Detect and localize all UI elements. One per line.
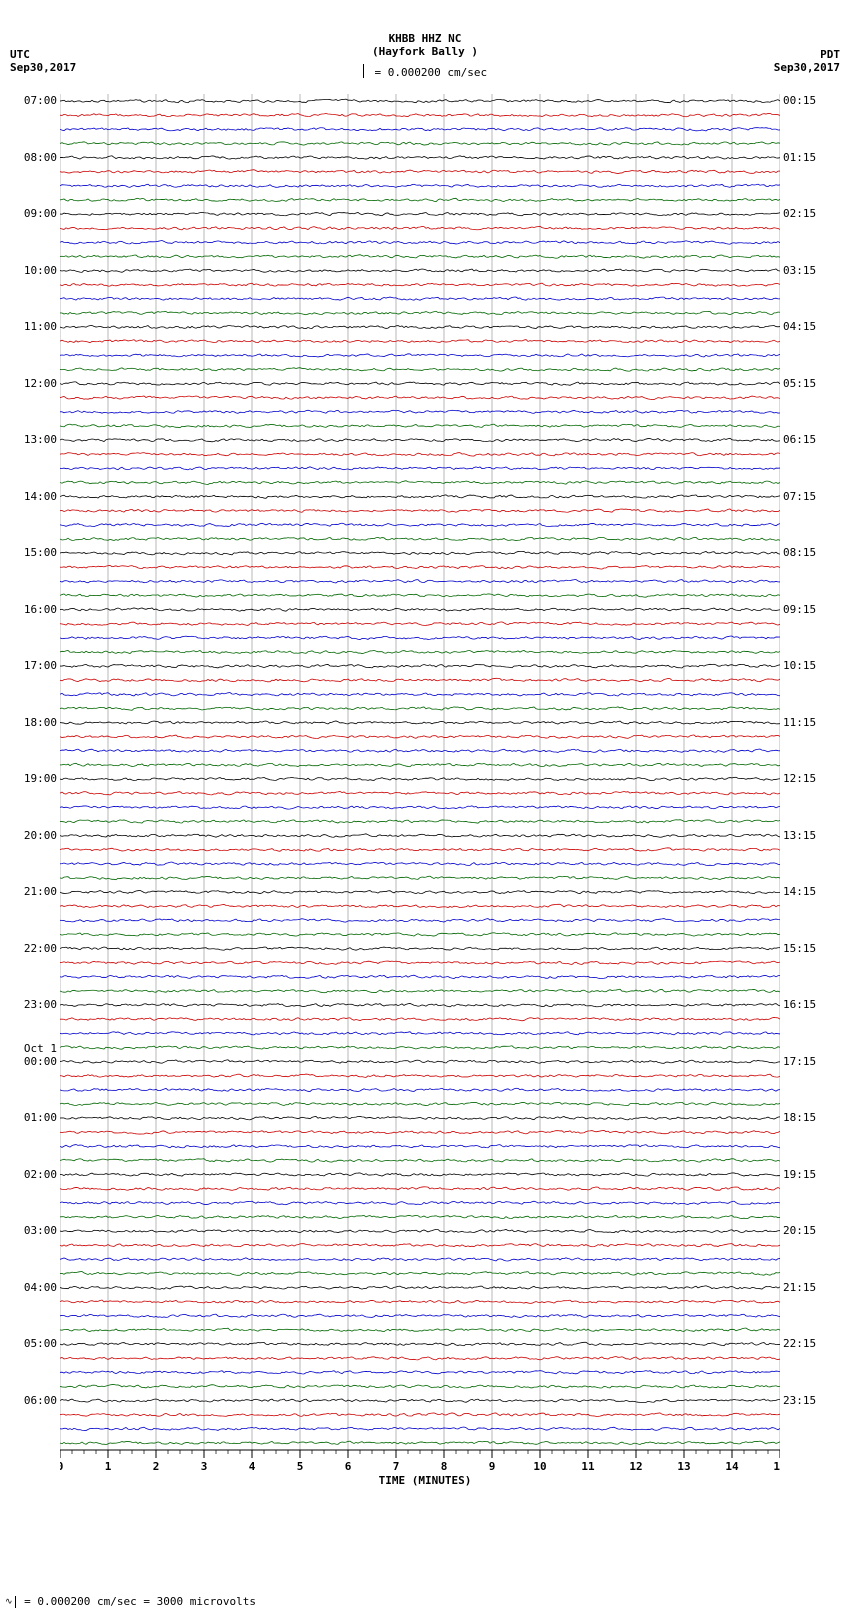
pdt-hour-label: 18:15 (783, 1111, 838, 1124)
pdt-hour-label: 23:15 (783, 1394, 838, 1407)
utc-hour-label: 16:00 (2, 603, 57, 616)
svg-text:10: 10 (533, 1460, 546, 1473)
pdt-hour-label: 09:15 (783, 603, 838, 616)
svg-text:1: 1 (105, 1460, 112, 1473)
utc-hour-label: 20:00 (2, 829, 57, 842)
utc-hour-label: 21:00 (2, 885, 57, 898)
utc-hour-label: 03:00 (2, 1224, 57, 1237)
left-date: Sep30,2017 (10, 61, 76, 74)
pdt-hour-label: 08:15 (783, 546, 838, 559)
utc-hour-label: 06:00 (2, 1394, 57, 1407)
utc-hour-label: 01:00 (2, 1111, 57, 1124)
svg-text:8: 8 (441, 1460, 448, 1473)
pdt-hour-label: 12:15 (783, 772, 838, 785)
pdt-hour-label: 10:15 (783, 659, 838, 672)
svg-text:5: 5 (297, 1460, 304, 1473)
pdt-hour-label: 07:15 (783, 490, 838, 503)
footer-text: = 0.000200 cm/sec = 3000 microvolts (18, 1595, 256, 1608)
pdt-hour-label: 13:15 (783, 829, 838, 842)
utc-hour-label: 12:00 (2, 377, 57, 390)
scale-bar-icon (363, 64, 364, 78)
pdt-hour-label: 06:15 (783, 433, 838, 446)
plot-area: 0123456789101112131415 (60, 90, 780, 1490)
pdt-hour-label: 21:15 (783, 1281, 838, 1294)
svg-text:12: 12 (629, 1460, 642, 1473)
utc-hour-label: 10:00 (2, 264, 57, 277)
right-tz: PDT (774, 48, 840, 61)
scale-text: = 0.000200 cm/sec (368, 66, 487, 79)
svg-text:2: 2 (153, 1460, 160, 1473)
station-title: KHBB HHZ NC (0, 32, 850, 45)
seismogram-container: KHBB HHZ NC (Hayfork Bally ) = 0.000200 … (0, 0, 850, 1613)
header-left: UTC Sep30,2017 (10, 48, 76, 74)
pdt-hour-label: 22:15 (783, 1337, 838, 1350)
x-axis-label: TIME (MINUTES) (0, 1474, 850, 1487)
pdt-hour-label: 04:15 (783, 320, 838, 333)
header-right: PDT Sep30,2017 (774, 48, 840, 74)
utc-hour-label: 02:00 (2, 1168, 57, 1181)
utc-hour-label: 04:00 (2, 1281, 57, 1294)
pdt-hour-label: 11:15 (783, 716, 838, 729)
svg-text:9: 9 (489, 1460, 496, 1473)
pdt-hour-label: 01:15 (783, 151, 838, 164)
location-title: (Hayfork Bally ) (0, 45, 850, 58)
svg-text:13: 13 (677, 1460, 690, 1473)
svg-text:11: 11 (581, 1460, 595, 1473)
pdt-hour-label: 15:15 (783, 942, 838, 955)
utc-hour-label: 08:00 (2, 151, 57, 164)
footer-bar-icon (15, 1596, 16, 1608)
svg-text:15: 15 (773, 1460, 780, 1473)
pdt-hour-label: 05:15 (783, 377, 838, 390)
utc-hour-label: 14:00 (2, 490, 57, 503)
utc-hour-label: 09:00 (2, 207, 57, 220)
utc-hour-label: 00:00 (2, 1055, 57, 1068)
utc-hour-label: 22:00 (2, 942, 57, 955)
svg-text:3: 3 (201, 1460, 208, 1473)
svg-text:0: 0 (60, 1460, 63, 1473)
utc-hour-label: 23:00 (2, 998, 57, 1011)
pdt-hour-label: 16:15 (783, 998, 838, 1011)
utc-hour-label: 15:00 (2, 546, 57, 559)
pdt-hour-label: 19:15 (783, 1168, 838, 1181)
svg-text:7: 7 (393, 1460, 400, 1473)
utc-hour-label: 19:00 (2, 772, 57, 785)
svg-text:14: 14 (725, 1460, 739, 1473)
left-tz: UTC (10, 48, 76, 61)
pdt-hour-label: 14:15 (783, 885, 838, 898)
pdt-hour-label: 03:15 (783, 264, 838, 277)
pdt-hour-label: 00:15 (783, 94, 838, 107)
svg-text:4: 4 (249, 1460, 256, 1473)
footer-scale: ∿ = 0.000200 cm/sec = 3000 microvolts (5, 1595, 256, 1608)
right-date: Sep30,2017 (774, 61, 840, 74)
utc-hour-label: 17:00 (2, 659, 57, 672)
utc-hour-label: 05:00 (2, 1337, 57, 1350)
pdt-hour-label: 02:15 (783, 207, 838, 220)
title-block: KHBB HHZ NC (Hayfork Bally ) (0, 32, 850, 58)
utc-hour-label: 11:00 (2, 320, 57, 333)
pdt-hour-label: 17:15 (783, 1055, 838, 1068)
pdt-hour-label: 20:15 (783, 1224, 838, 1237)
utc-hour-label: 18:00 (2, 716, 57, 729)
scale-indicator: = 0.000200 cm/sec (0, 66, 850, 80)
utc-hour-label: 07:00 (2, 94, 57, 107)
seismogram-plot: 0123456789101112131415 (60, 90, 780, 1490)
utc-hour-label: 13:00 (2, 433, 57, 446)
svg-text:6: 6 (345, 1460, 352, 1473)
date-break-label: Oct 1 (2, 1042, 57, 1055)
